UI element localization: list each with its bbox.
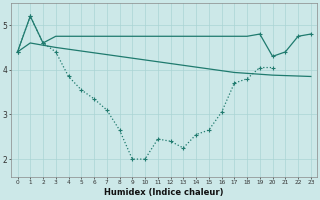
X-axis label: Humidex (Indice chaleur): Humidex (Indice chaleur) (104, 188, 224, 197)
